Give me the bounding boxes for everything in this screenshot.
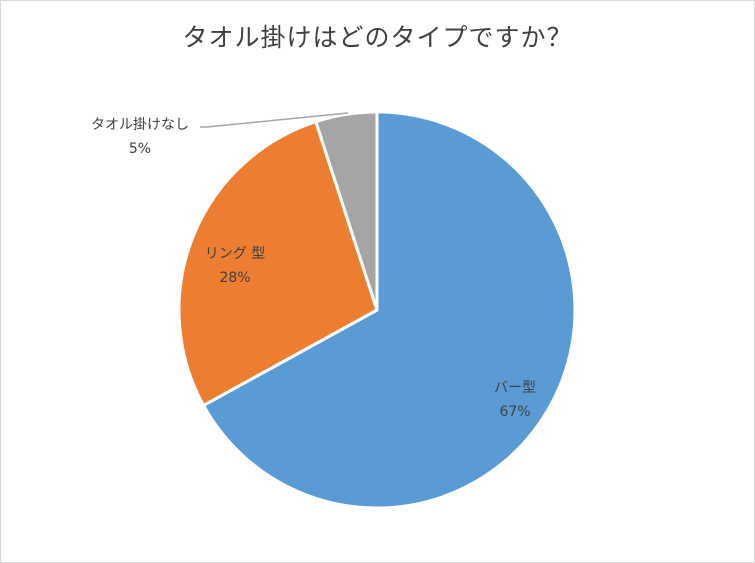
pie-slice-バー型 (201, 110, 577, 510)
pie-slice-タオル掛けなし (314, 110, 379, 312)
slice-value-バー型: 67% (499, 404, 530, 420)
slice-label-タオル掛けなし: タオル掛けなし (91, 117, 189, 133)
slice-value-リング型: 28% (219, 270, 250, 286)
pie-slice-リング型 (177, 120, 379, 407)
slice-label-リング型: リング 型 (205, 246, 265, 262)
slice-value-タオル掛けなし: 5% (129, 141, 151, 157)
pie-slices (177, 110, 577, 510)
leader-line (200, 112, 349, 128)
data-labels: バー型 67% リング 型 28% タオル掛けなし 5% (91, 117, 536, 420)
leader-lines (200, 112, 349, 128)
slice-label-バー型: バー型 (494, 380, 536, 396)
chart-title: タオル掛けはどのタイプですか？ (182, 23, 573, 52)
